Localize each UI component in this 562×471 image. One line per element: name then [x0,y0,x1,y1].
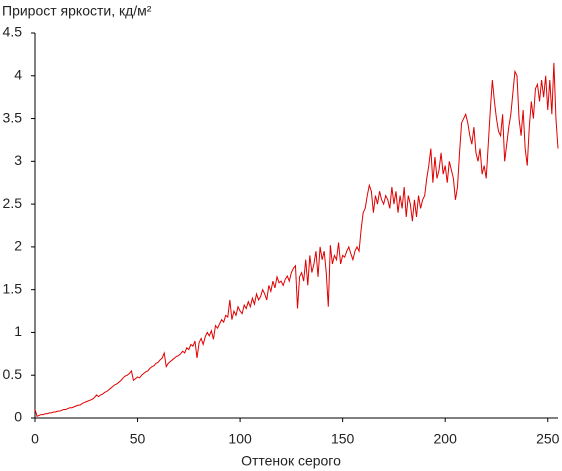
chart-title: Прирост яркости, кд/м² [2,3,152,19]
x-tick-label: 0 [31,431,39,447]
y-tick-label: 2.5 [3,195,23,211]
y-tick-label: 1.5 [3,280,23,296]
x-tick-label: 150 [331,431,355,447]
y-tick-label: 2 [14,238,22,254]
y-tick-label: 3 [14,152,22,168]
y-tick-label: 3.5 [3,109,23,125]
y-tick-label: 4.5 [3,24,23,40]
y-tick-label: 4 [14,66,22,82]
x-tick-label: 200 [434,431,458,447]
y-tick-label: 0 [14,409,22,425]
x-tick-label: 50 [130,431,146,447]
data-line [34,62,559,417]
x-tick-label: 100 [228,431,252,447]
x-tick-label: 250 [536,431,560,447]
x-axis-label: Оттенок серого [241,453,341,469]
y-tick-label: 0.5 [3,366,23,382]
y-tick-label: 1 [14,323,22,339]
